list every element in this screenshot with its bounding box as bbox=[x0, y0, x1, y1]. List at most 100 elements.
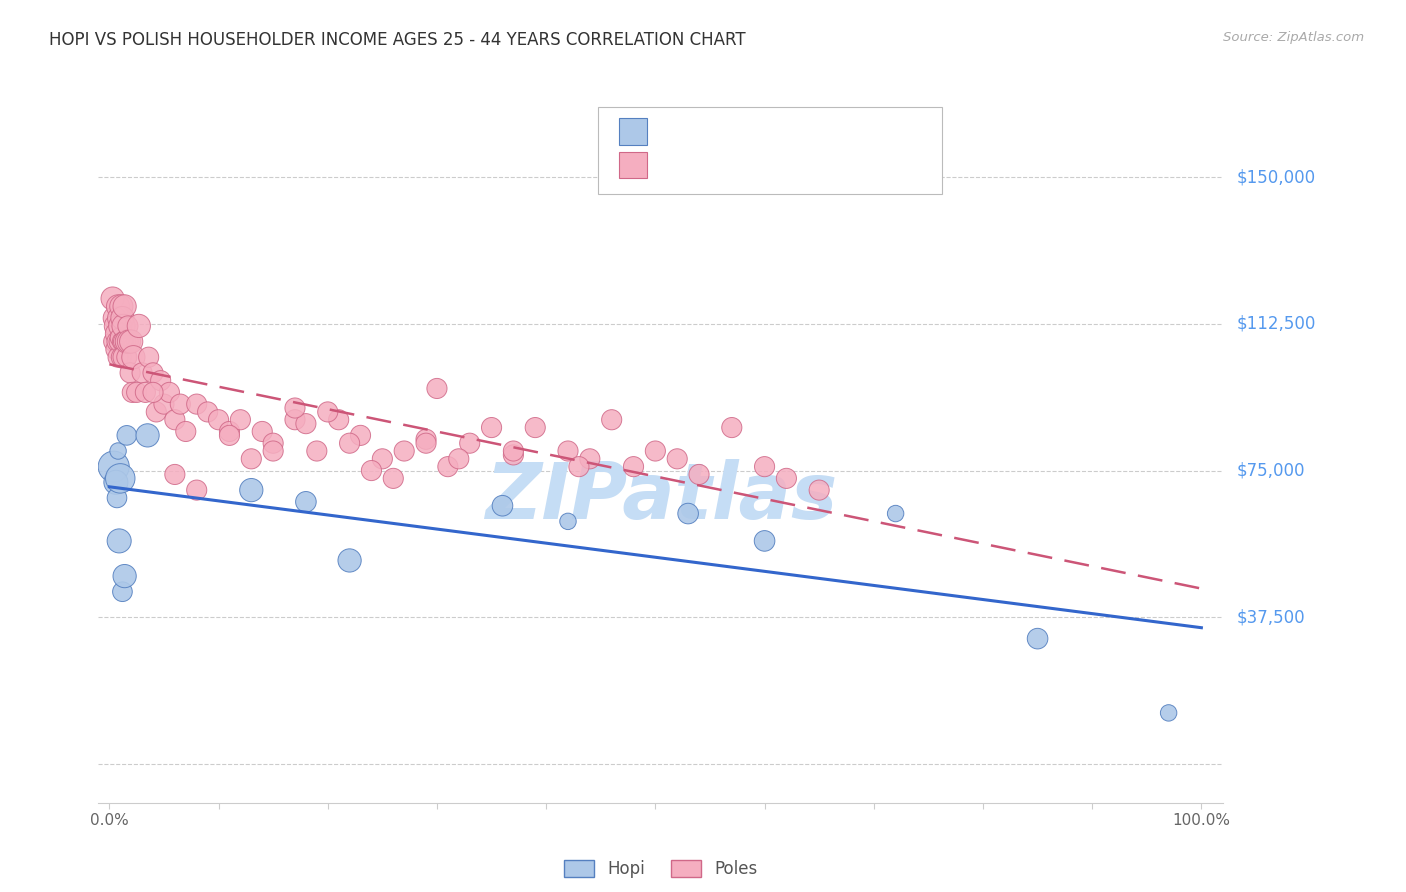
Text: ZIPatlas: ZIPatlas bbox=[485, 458, 837, 534]
Text: Source: ZipAtlas.com: Source: ZipAtlas.com bbox=[1223, 31, 1364, 45]
Point bbox=[107, 350, 129, 364]
Point bbox=[122, 350, 145, 364]
Point bbox=[600, 413, 623, 427]
Point bbox=[437, 459, 460, 474]
Point bbox=[108, 533, 131, 548]
Point bbox=[111, 584, 134, 599]
Point bbox=[108, 334, 131, 349]
Point bbox=[360, 464, 382, 478]
Point bbox=[112, 334, 135, 349]
Point bbox=[103, 334, 125, 349]
Point bbox=[207, 413, 229, 427]
Point bbox=[108, 311, 131, 326]
Point bbox=[644, 444, 666, 458]
Point bbox=[105, 334, 128, 349]
Point bbox=[481, 420, 503, 434]
Point bbox=[114, 350, 136, 364]
Point bbox=[339, 436, 361, 450]
Point bbox=[136, 428, 159, 442]
Text: $150,000: $150,000 bbox=[1237, 169, 1316, 186]
Point bbox=[131, 366, 153, 380]
Point bbox=[447, 451, 470, 466]
Point bbox=[117, 318, 139, 333]
Point bbox=[114, 569, 136, 583]
Point bbox=[118, 334, 141, 349]
Point bbox=[1157, 706, 1180, 720]
Point bbox=[169, 397, 191, 411]
Legend: Hopi, Poles: Hopi, Poles bbox=[558, 854, 763, 885]
Point bbox=[557, 514, 579, 528]
Point bbox=[676, 507, 699, 521]
Text: HOPI VS POLISH HOUSEHOLDER INCOME AGES 25 - 44 YEARS CORRELATION CHART: HOPI VS POLISH HOUSEHOLDER INCOME AGES 2… bbox=[49, 31, 745, 49]
Point bbox=[104, 311, 127, 326]
Point bbox=[104, 318, 127, 333]
Point bbox=[104, 343, 127, 357]
Point bbox=[415, 436, 437, 450]
Point bbox=[186, 397, 208, 411]
Point bbox=[579, 451, 602, 466]
Point bbox=[145, 405, 167, 419]
Point bbox=[524, 420, 547, 434]
Point bbox=[111, 334, 134, 349]
Point bbox=[754, 533, 776, 548]
Point bbox=[252, 425, 274, 439]
Point bbox=[218, 428, 240, 442]
Text: N = 90: N = 90 bbox=[813, 156, 875, 174]
Point bbox=[240, 451, 263, 466]
Text: $37,500: $37,500 bbox=[1237, 608, 1306, 626]
Point bbox=[884, 507, 907, 521]
Point bbox=[305, 444, 328, 458]
Point bbox=[121, 385, 143, 400]
Point bbox=[557, 444, 579, 458]
Point bbox=[110, 471, 132, 485]
Point bbox=[568, 459, 591, 474]
Point bbox=[284, 413, 307, 427]
Point bbox=[262, 444, 284, 458]
Point bbox=[134, 385, 156, 400]
Point bbox=[382, 471, 405, 485]
Point bbox=[284, 401, 307, 415]
Point bbox=[142, 366, 165, 380]
Point bbox=[240, 483, 263, 497]
Point bbox=[229, 413, 252, 427]
Point bbox=[392, 444, 415, 458]
Point bbox=[125, 385, 148, 400]
Point bbox=[105, 326, 128, 341]
Point bbox=[174, 425, 197, 439]
Point bbox=[120, 334, 142, 349]
Text: $75,000: $75,000 bbox=[1237, 461, 1306, 480]
Point bbox=[775, 471, 797, 485]
Point bbox=[371, 451, 394, 466]
Point bbox=[458, 436, 481, 450]
Point bbox=[138, 350, 160, 364]
Point bbox=[502, 444, 524, 458]
Point bbox=[349, 428, 371, 442]
Point bbox=[107, 444, 129, 458]
Point bbox=[114, 299, 136, 313]
Point bbox=[163, 413, 186, 427]
Point bbox=[808, 483, 831, 497]
Point bbox=[262, 436, 284, 450]
Point bbox=[316, 405, 339, 419]
Point bbox=[339, 553, 361, 567]
Point bbox=[754, 459, 776, 474]
Point bbox=[295, 495, 318, 509]
Point bbox=[142, 385, 165, 400]
Point bbox=[666, 451, 689, 466]
Point bbox=[112, 318, 135, 333]
Point bbox=[107, 299, 129, 313]
Point bbox=[623, 459, 645, 474]
Text: N = 20: N = 20 bbox=[813, 122, 875, 140]
Text: R = -0.674: R = -0.674 bbox=[658, 122, 747, 140]
Point bbox=[157, 385, 180, 400]
Text: R = -0.332: R = -0.332 bbox=[658, 156, 748, 174]
Point bbox=[103, 459, 125, 474]
Point bbox=[328, 413, 350, 427]
Point bbox=[114, 334, 136, 349]
Point bbox=[110, 299, 132, 313]
Point bbox=[1026, 632, 1049, 646]
Point bbox=[491, 499, 513, 513]
Point bbox=[149, 374, 172, 388]
Point bbox=[105, 491, 128, 505]
Point bbox=[186, 483, 208, 497]
